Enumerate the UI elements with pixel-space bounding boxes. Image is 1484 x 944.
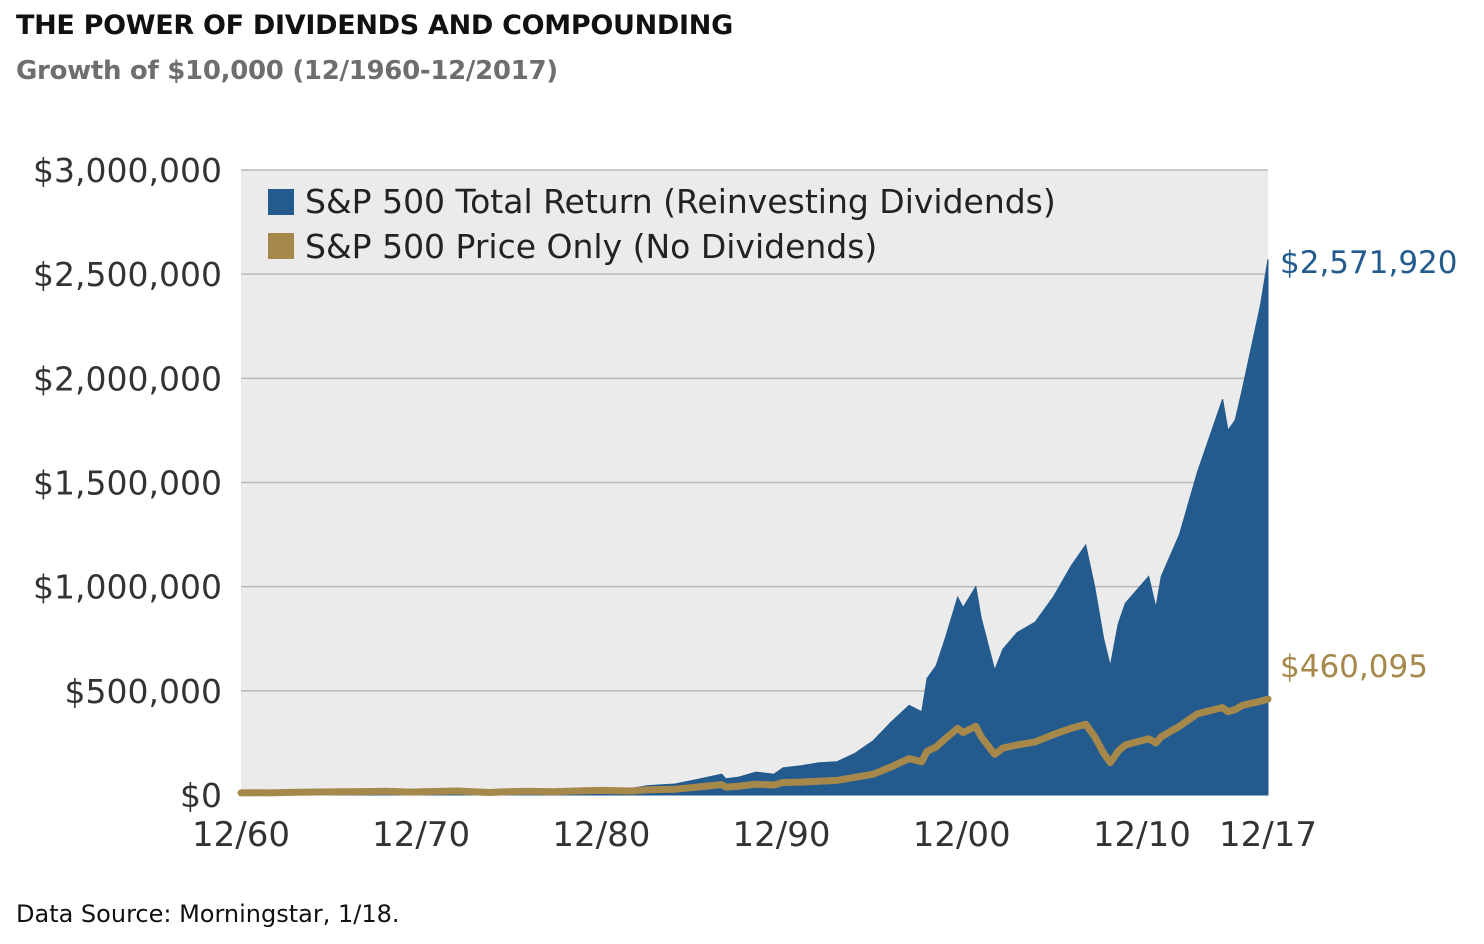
end-label-total-return: $2,571,920 bbox=[1280, 245, 1458, 281]
legend-label-total-return: S&P 500 Total Return (Reinvesting Divide… bbox=[305, 182, 1056, 221]
legend-swatch-price-only bbox=[268, 233, 294, 259]
x-tick-label: 12/60 bbox=[192, 815, 290, 855]
x-tick-label: 12/00 bbox=[913, 815, 1011, 855]
y-tick-label: $2,500,000 bbox=[33, 255, 222, 294]
x-axis: 12/60 12/70 12/80 12/90 12/00 12/10 12/17 bbox=[192, 815, 1317, 855]
x-tick-label: 12/80 bbox=[552, 815, 650, 855]
y-tick-label: $3,000,000 bbox=[33, 151, 222, 190]
legend-label-price-only: S&P 500 Price Only (No Dividends) bbox=[305, 227, 877, 266]
chart-subtitle: Growth of $10,000 (12/1960-12/2017) bbox=[16, 56, 558, 86]
x-tick-label: 12/70 bbox=[372, 815, 470, 855]
x-tick-label: 12/90 bbox=[733, 815, 831, 855]
y-tick-label: $1,500,000 bbox=[33, 464, 222, 503]
x-tick-label: 12/17 bbox=[1219, 815, 1317, 855]
legend-swatch-total-return bbox=[268, 189, 294, 215]
chart-title: THE POWER OF DIVIDENDS AND COMPOUNDING bbox=[16, 10, 733, 41]
y-tick-label: $500,000 bbox=[65, 672, 222, 711]
end-labels: $2,571,920 $460,095 bbox=[1280, 245, 1458, 685]
legend: S&P 500 Total Return (Reinvesting Divide… bbox=[268, 182, 1056, 266]
x-tick-label: 12/10 bbox=[1093, 815, 1191, 855]
dividends-growth-chart: $0 $500,000 $1,000,000 $1,500,000 $2,000,000… bbox=[33, 151, 1458, 855]
y-tick-label: $2,000,000 bbox=[33, 359, 222, 398]
y-axis: $0 $500,000 $1,000,000 $1,500,000 $2,000,000… bbox=[33, 151, 222, 815]
data-source-note: Data Source: Morningstar, 1/18. bbox=[16, 900, 400, 928]
y-tick-label: $0 bbox=[180, 776, 222, 815]
y-tick-label: $1,000,000 bbox=[33, 568, 222, 607]
series-layer bbox=[237, 259, 1272, 797]
end-label-price-only: $460,095 bbox=[1280, 649, 1428, 685]
